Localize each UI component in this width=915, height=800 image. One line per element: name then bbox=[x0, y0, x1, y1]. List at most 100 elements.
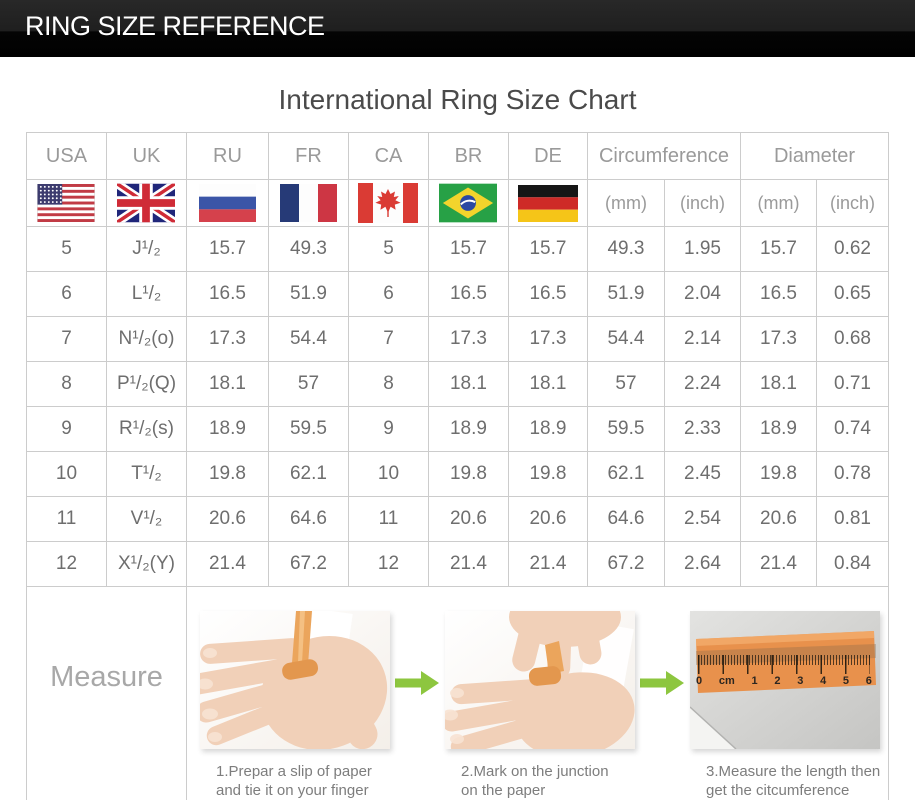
size-cell: 7 bbox=[347, 316, 429, 362]
germany-flag-icon bbox=[517, 184, 578, 222]
size-cell: 16.5 bbox=[740, 271, 817, 317]
france-flag-icon bbox=[279, 183, 337, 223]
size-cell: 67.2 bbox=[267, 541, 349, 587]
russia-flag-icon bbox=[198, 184, 256, 222]
size-cell: 19.8 bbox=[185, 451, 269, 497]
col-header-de: DE bbox=[507, 132, 588, 180]
flag-cell-russia bbox=[185, 179, 269, 227]
size-cell: 8 bbox=[347, 361, 429, 407]
canada-flag-icon bbox=[358, 183, 419, 223]
measure-step-2: 2.Mark on the junction on the paper bbox=[444, 611, 635, 800]
size-cell: 15.7 bbox=[185, 226, 269, 272]
size-cell: R¹/₂(s) bbox=[105, 406, 187, 452]
size-cell: 0.81 bbox=[815, 496, 890, 542]
size-cell: X¹/₂(Y) bbox=[105, 541, 187, 587]
size-cell: 0.74 bbox=[815, 406, 890, 452]
col-header-uk: UK bbox=[105, 132, 187, 180]
size-table-body: 5 J¹/₂ 15.7 49.3 5 15.7 15.7 49.3 1.95 15.7 0.62 6 L… bbox=[25, 226, 890, 587]
size-cell: 2.33 bbox=[663, 406, 742, 452]
size-cell: 2.14 bbox=[663, 316, 742, 362]
size-cell: 7 bbox=[25, 316, 107, 362]
size-cell: 16.5 bbox=[427, 271, 509, 317]
size-cell: 9 bbox=[347, 406, 429, 452]
table-row: 8 P¹/₂(Q) 18.1 57 8 18.1 18.1 57 2.24 18.1 0.71 bbox=[25, 361, 890, 407]
sub-header-circumference-inch: (inch) bbox=[663, 179, 742, 227]
size-cell: 5 bbox=[25, 226, 107, 272]
size-cell: 16.5 bbox=[185, 271, 269, 317]
measure-step-2-caption: 2.Mark on the junction on the paper bbox=[460, 763, 609, 800]
flag-row: (mm) (inch) (mm) (inch) bbox=[25, 179, 890, 227]
size-cell: 51.9 bbox=[267, 271, 349, 317]
flag-cell-canada bbox=[347, 179, 429, 227]
size-cell: 62.1 bbox=[267, 451, 349, 497]
arrow-right-icon bbox=[395, 670, 440, 696]
size-cell: 2.45 bbox=[663, 451, 742, 497]
size-cell: 18.1 bbox=[427, 361, 509, 407]
size-cell: 2.04 bbox=[663, 271, 742, 317]
sub-header-diameter-mm: (mm) bbox=[740, 179, 817, 227]
flag-cell-france bbox=[267, 179, 349, 227]
size-cell: 0.84 bbox=[815, 541, 890, 587]
size-cell: 19.8 bbox=[427, 451, 509, 497]
size-cell: L¹/₂ bbox=[105, 271, 187, 317]
mark-junction-photo bbox=[444, 611, 635, 749]
size-cell: 21.4 bbox=[185, 541, 269, 587]
col-header-fr: FR bbox=[267, 132, 349, 180]
table-row: 12 X¹/₂(Y) 21.4 67.2 12 21.4 21.4 67.2 2.64 21.4 0… bbox=[25, 541, 890, 587]
size-cell: 18.9 bbox=[507, 406, 588, 452]
size-cell: J¹/₂ bbox=[105, 226, 187, 272]
ruler-cm-ticks bbox=[697, 655, 870, 674]
size-cell: 10 bbox=[347, 451, 429, 497]
size-cell: 5 bbox=[347, 226, 429, 272]
ruler-scale-labels: 0 cm 1 2 3 4 5 6 bbox=[695, 675, 872, 687]
size-cell: 8 bbox=[25, 361, 107, 407]
measure-section: Measure bbox=[25, 586, 890, 800]
size-cell: 6 bbox=[347, 271, 429, 317]
size-cell: 64.6 bbox=[267, 496, 349, 542]
table-row: 11 V¹/₂ 20.6 64.6 11 20.6 20.6 64.6 2.54 20.6 0.81 bbox=[25, 496, 890, 542]
size-cell: 21.4 bbox=[507, 541, 588, 587]
size-cell: 15.7 bbox=[427, 226, 509, 272]
ruler-measuring-photo: 0 cm 1 2 3 4 5 6 bbox=[689, 611, 880, 749]
size-cell: 0.71 bbox=[815, 361, 890, 407]
size-cell: 17.3 bbox=[185, 316, 269, 362]
size-cell: 0.62 bbox=[815, 226, 890, 272]
size-cell: 0.78 bbox=[815, 451, 890, 497]
size-cell: 12 bbox=[25, 541, 107, 587]
size-cell: 0.68 bbox=[815, 316, 890, 362]
size-cell: 1.95 bbox=[663, 226, 742, 272]
col-header-ru: RU bbox=[185, 132, 269, 180]
size-cell: 67.2 bbox=[586, 541, 665, 587]
size-cell: T¹/₂ bbox=[105, 451, 187, 497]
size-cell: 17.3 bbox=[507, 316, 588, 362]
measure-row: Measure bbox=[25, 586, 890, 800]
size-cell: 11 bbox=[25, 496, 107, 542]
measure-step-1: 1.Prepar a slip of paper and tie it on y… bbox=[199, 611, 390, 800]
col-header-br: BR bbox=[427, 132, 509, 180]
size-cell: 10 bbox=[25, 451, 107, 497]
measure-steps: 1.Prepar a slip of paper and tie it on y… bbox=[199, 611, 880, 800]
page-title: International Ring Size Chart bbox=[278, 84, 637, 115]
size-cell: 11 bbox=[347, 496, 429, 542]
size-cell: 21.4 bbox=[427, 541, 509, 587]
size-cell: 18.9 bbox=[427, 406, 509, 452]
size-cell: 49.3 bbox=[586, 226, 665, 272]
usa-flag-icon bbox=[37, 184, 96, 222]
size-cell: 16.5 bbox=[507, 271, 588, 317]
size-cell: 0.65 bbox=[815, 271, 890, 317]
size-cell: 17.3 bbox=[740, 316, 817, 362]
size-cell: 20.6 bbox=[507, 496, 588, 542]
size-cell: 20.6 bbox=[740, 496, 817, 542]
size-cell: 6 bbox=[25, 271, 107, 317]
sub-header-circumference-mm: (mm) bbox=[586, 179, 665, 227]
size-cell: 18.9 bbox=[740, 406, 817, 452]
measure-step-3: 0 cm 1 2 3 4 5 6 bbox=[689, 611, 880, 800]
flag-cell-usa bbox=[25, 179, 107, 227]
uk-flag-icon bbox=[117, 183, 176, 223]
size-cell: 2.64 bbox=[663, 541, 742, 587]
table-row: 6 L¹/₂ 16.5 51.9 6 16.5 16.5 51.9 2.04 16.5 0.65 bbox=[25, 271, 890, 317]
size-cell: N¹/₂(o) bbox=[105, 316, 187, 362]
brazil-flag-icon bbox=[439, 183, 498, 223]
size-cell: 62.1 bbox=[586, 451, 665, 497]
measure-step-1-caption: 1.Prepar a slip of paper and tie it on y… bbox=[215, 763, 372, 800]
